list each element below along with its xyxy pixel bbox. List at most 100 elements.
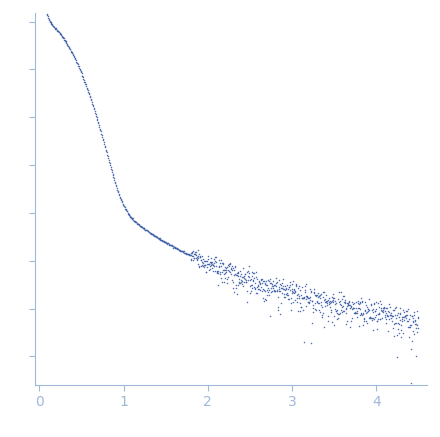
Point — [328, 309, 335, 316]
Point — [80, 75, 87, 82]
Point — [157, 236, 164, 243]
Point — [317, 298, 324, 305]
Point — [147, 229, 154, 236]
Point — [97, 127, 104, 134]
Point — [414, 308, 421, 315]
Point — [70, 52, 77, 59]
Point — [353, 298, 360, 305]
Point — [363, 309, 370, 316]
Point — [275, 277, 282, 284]
Point — [357, 298, 364, 305]
Point — [75, 62, 82, 69]
Point — [313, 291, 320, 298]
Point — [160, 237, 167, 244]
Point — [279, 283, 286, 290]
Point — [293, 283, 300, 290]
Point — [286, 283, 293, 290]
Point — [354, 305, 361, 312]
Point — [51, 24, 58, 31]
Point — [279, 284, 286, 291]
Point — [139, 224, 147, 231]
Point — [352, 309, 359, 316]
Point — [396, 316, 403, 323]
Point — [177, 247, 184, 254]
Point — [389, 317, 396, 324]
Point — [220, 278, 227, 285]
Point — [253, 275, 260, 282]
Point — [389, 307, 396, 314]
Point — [369, 314, 376, 321]
Point — [209, 260, 216, 267]
Point — [323, 292, 330, 299]
Point — [198, 253, 205, 260]
Point — [302, 286, 309, 293]
Point — [297, 303, 304, 310]
Point — [167, 242, 174, 249]
Point — [283, 291, 290, 298]
Point — [397, 326, 404, 333]
Point — [210, 262, 217, 269]
Point — [364, 319, 371, 326]
Point — [243, 277, 250, 284]
Point — [341, 308, 348, 315]
Point — [92, 111, 99, 118]
Point — [248, 281, 255, 288]
Point — [339, 303, 346, 310]
Point — [145, 228, 152, 235]
Point — [343, 299, 350, 306]
Point — [289, 299, 296, 306]
Point — [383, 310, 390, 317]
Point — [61, 36, 68, 43]
Point — [289, 290, 296, 297]
Point — [349, 300, 356, 307]
Point — [152, 233, 159, 240]
Point — [238, 278, 245, 285]
Point — [260, 277, 267, 284]
Point — [300, 338, 307, 345]
Point — [231, 272, 238, 279]
Point — [207, 258, 214, 265]
Point — [77, 67, 84, 74]
Point — [98, 132, 105, 139]
Point — [414, 321, 421, 328]
Point — [203, 269, 210, 276]
Point — [381, 313, 389, 320]
Point — [204, 258, 211, 265]
Point — [413, 320, 420, 327]
Point — [409, 315, 416, 322]
Point — [143, 227, 150, 234]
Point — [96, 125, 103, 132]
Point — [123, 208, 130, 215]
Point — [93, 114, 100, 121]
Point — [191, 250, 198, 257]
Point — [344, 301, 351, 308]
Point — [266, 277, 273, 284]
Point — [91, 106, 98, 113]
Point — [338, 289, 345, 296]
Point — [222, 274, 229, 281]
Point — [84, 87, 92, 94]
Point — [346, 301, 353, 308]
Point — [56, 29, 63, 36]
Point — [116, 193, 123, 200]
Point — [230, 288, 237, 295]
Point — [224, 279, 231, 286]
Point — [308, 288, 315, 295]
Point — [224, 266, 231, 273]
Point — [224, 275, 231, 282]
Point — [140, 225, 147, 232]
Point — [121, 203, 128, 210]
Point — [378, 300, 385, 307]
Point — [92, 109, 99, 116]
Point — [44, 12, 51, 19]
Point — [311, 288, 318, 295]
Point — [380, 305, 387, 312]
Point — [379, 304, 386, 311]
Point — [178, 247, 185, 254]
Point — [396, 311, 403, 318]
Point — [208, 259, 215, 266]
Point — [262, 277, 269, 284]
Point — [219, 279, 226, 286]
Point — [363, 304, 370, 311]
Point — [201, 257, 208, 264]
